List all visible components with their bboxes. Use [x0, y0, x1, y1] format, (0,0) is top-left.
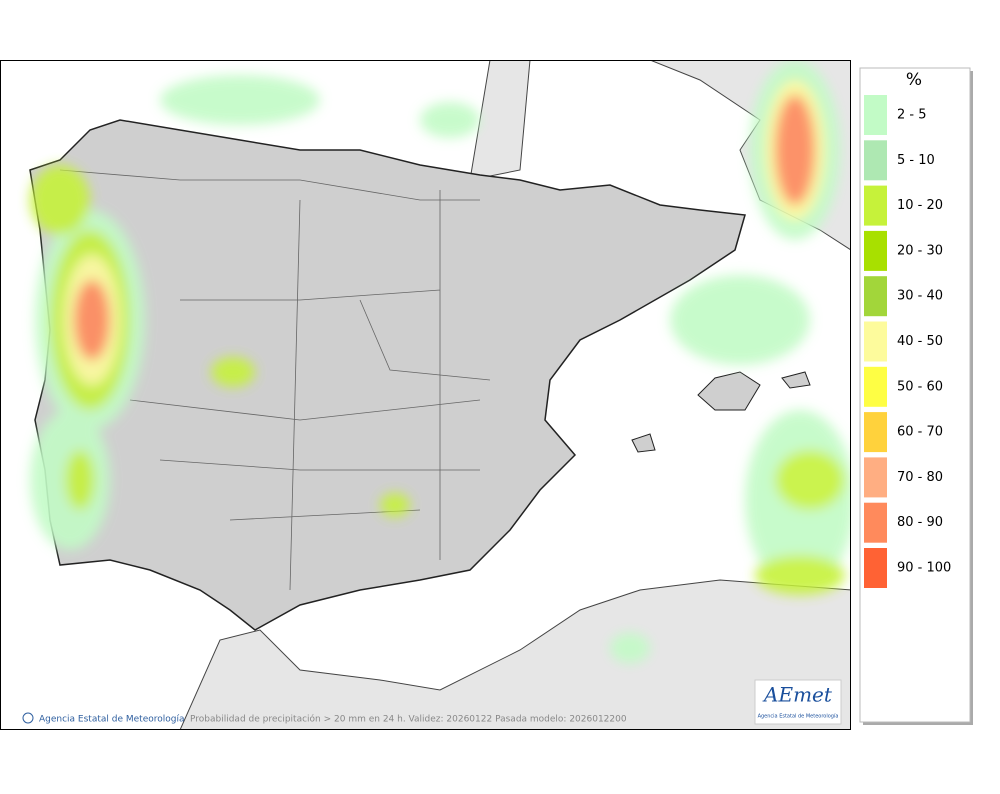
legend-label: 70 - 80 — [897, 470, 943, 485]
logo-name: AEmet — [762, 683, 833, 707]
legend-swatch — [864, 457, 887, 498]
map-frame — [0, 60, 851, 730]
legend-swatch — [864, 276, 887, 317]
legend-swatch — [864, 185, 887, 226]
legend-label: 30 - 40 — [897, 289, 943, 304]
legend-swatch — [864, 412, 887, 453]
islands — [631, 371, 811, 453]
legend-items: 2 - 5 5 - 10 10 - 20 20 - 30 30 - 40 40 - 50 5… — [864, 95, 951, 588]
legend-label: 20 - 30 — [897, 243, 943, 258]
logo-subtitle: Agencia Estatal de Meteorología — [758, 713, 839, 720]
precipitation-fields — [30, 61, 850, 663]
legend-label: 50 - 60 — [897, 379, 943, 394]
region-borders — [59, 169, 491, 591]
logo-box — [754, 679, 842, 725]
legend-swatch — [864, 140, 887, 181]
legend-swatch — [864, 321, 887, 362]
legend-swatch — [864, 95, 887, 135]
legend-swatch — [864, 230, 887, 271]
caption: Probabilidad de precipitación > 20 mm en… — [190, 714, 627, 725]
legend-label: 5 - 10 — [897, 153, 935, 168]
legend-swatch — [864, 548, 887, 588]
legend-label: 60 - 70 — [897, 425, 943, 440]
france — [469, 61, 850, 250]
legend-swatch — [864, 502, 887, 543]
legend-label: 2 - 5 — [897, 108, 927, 123]
credit: Agencia Estatal de Meteorología — [39, 715, 185, 725]
legend-label: 80 - 90 — [897, 515, 943, 530]
africa — [179, 579, 850, 729]
legend-label: 90 - 100 — [897, 561, 951, 576]
legend-label: 40 - 50 — [897, 334, 943, 349]
legend-label: 10 - 20 — [897, 198, 943, 213]
legend-swatch — [864, 366, 887, 407]
copyright-icon — [22, 712, 34, 724]
map — [1, 61, 850, 729]
legend-title: % — [906, 70, 922, 90]
